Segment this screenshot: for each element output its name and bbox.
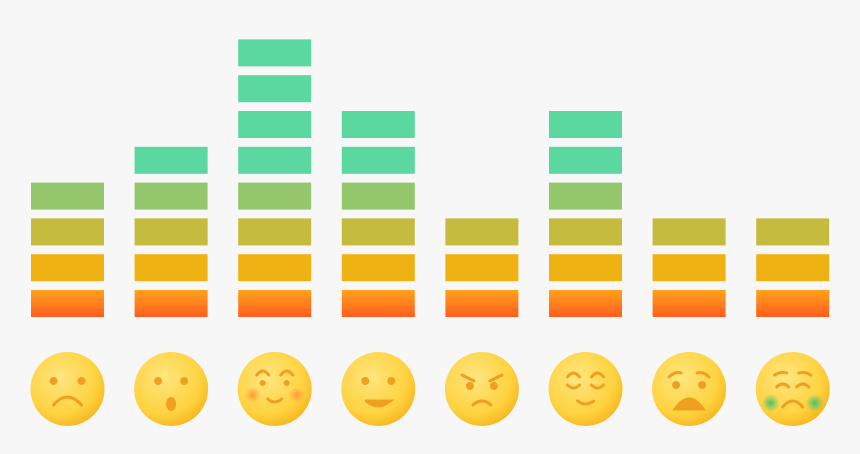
bar-block xyxy=(238,75,312,103)
bar-block xyxy=(31,218,104,246)
bar-block xyxy=(341,218,415,246)
emoji-face xyxy=(30,352,105,426)
bar-block xyxy=(238,39,312,67)
emoji-face xyxy=(548,352,623,426)
bar-block xyxy=(341,146,415,174)
bar-block xyxy=(238,218,312,246)
bar-block xyxy=(445,254,519,282)
bar-block xyxy=(134,254,208,282)
bar-block xyxy=(549,218,622,246)
bar-block xyxy=(549,146,622,174)
bar-block xyxy=(549,182,622,210)
emoji-face xyxy=(444,352,519,426)
bar-block xyxy=(341,182,415,210)
bar-block xyxy=(445,290,519,317)
bar-block xyxy=(756,290,830,317)
bar-block xyxy=(756,218,830,246)
bar-block xyxy=(134,290,208,317)
bar xyxy=(341,111,415,317)
bar xyxy=(652,218,726,317)
bar xyxy=(549,111,622,317)
bar-block xyxy=(238,290,312,317)
bar-block xyxy=(652,290,726,317)
bar xyxy=(134,146,208,317)
emoji-face xyxy=(341,352,416,426)
bar-block xyxy=(756,254,830,282)
bar-block xyxy=(134,182,208,210)
bar-block xyxy=(134,218,208,246)
emoji-face xyxy=(134,352,209,426)
bar-block xyxy=(341,254,415,282)
bar-block xyxy=(238,111,312,138)
bar-block xyxy=(341,111,415,138)
bar xyxy=(445,218,519,317)
bar-block xyxy=(238,146,312,174)
bar-block xyxy=(238,182,312,210)
bar-block xyxy=(238,254,312,282)
bar xyxy=(756,218,830,317)
bar-block xyxy=(652,254,726,282)
bar-block xyxy=(31,182,104,210)
bar-block xyxy=(652,218,726,246)
bar xyxy=(238,39,312,317)
emoji-face xyxy=(755,352,830,426)
emoji-face xyxy=(652,352,727,426)
bar-block xyxy=(549,290,622,317)
bar-block xyxy=(31,254,104,282)
bar-block xyxy=(445,218,519,246)
bar-block xyxy=(31,290,104,317)
bar xyxy=(31,182,104,317)
bar-block xyxy=(549,111,622,138)
bar-block xyxy=(134,146,208,174)
bar-block xyxy=(341,290,415,317)
emoji-face xyxy=(237,352,312,426)
bar-block xyxy=(549,254,622,282)
